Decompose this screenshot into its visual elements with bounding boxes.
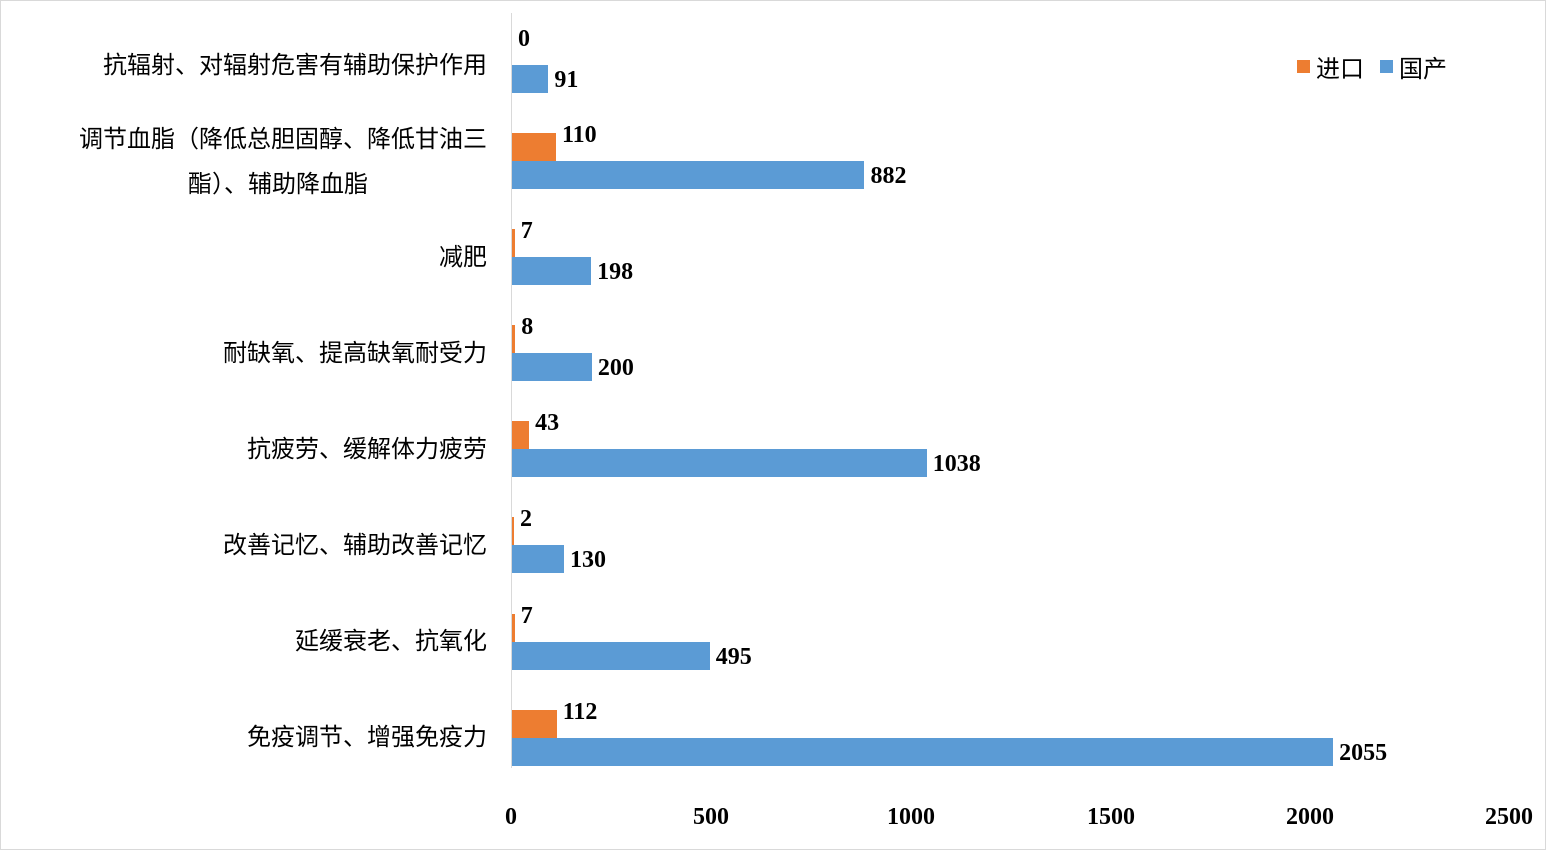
data-label-domestic: 91 (554, 67, 579, 93)
legend-item-domestic: 国产 (1380, 49, 1447, 84)
bar-domestic (512, 65, 549, 93)
x-tick-label: 2000 (1286, 804, 1334, 830)
bar-domestic (512, 642, 710, 670)
category-label: 耐缺氧、提高缺氧耐受力 (223, 339, 487, 367)
bar-domestic (512, 545, 564, 573)
bar-domestic (512, 161, 865, 189)
legend-item-import: 进口 (1297, 49, 1364, 84)
category-label: 减肥 (439, 243, 487, 271)
data-label-domestic: 2055 (1339, 740, 1388, 766)
data-label-domestic: 495 (715, 644, 752, 670)
bar-domestic (512, 257, 592, 285)
bar-import (512, 229, 515, 257)
legend-label: 国产 (1399, 55, 1447, 83)
category-label: 延缓衰老、抗氧化 (295, 627, 487, 655)
category-label: 免疫调节、增强免疫力 (247, 723, 487, 751)
data-label-import: 0 (518, 26, 530, 52)
data-label-domestic: 198 (597, 259, 634, 285)
x-tick-label: 0 (505, 804, 517, 830)
data-label-domestic: 200 (597, 355, 634, 381)
category-label: 改善记忆、辅助改善记忆 (223, 531, 487, 559)
category-label: 调节血脂（降低总胆固醇、降低甘油三 (79, 125, 487, 153)
domestic-swatch-icon (1380, 60, 1393, 73)
import-swatch-icon (1297, 60, 1310, 73)
bar-import (512, 325, 516, 353)
x-tick-label: 500 (693, 804, 729, 830)
data-label-domestic: 130 (569, 547, 606, 573)
data-label-import: 8 (521, 314, 534, 340)
data-label-import: 7 (520, 218, 533, 244)
data-label-import: 110 (561, 122, 597, 148)
legend-label: 进口 (1316, 55, 1364, 83)
x-tick-label: 1500 (1087, 804, 1135, 830)
category-axis-line (511, 13, 512, 768)
legend: 进口 国产 (1297, 49, 1463, 84)
bar-domestic (512, 353, 592, 381)
bar-import (512, 614, 515, 642)
category-label: 抗辐射、对辐射危害有辅助保护作用 (103, 51, 487, 79)
bar-import (512, 421, 530, 449)
data-label-import: 112 (562, 699, 598, 725)
data-label-domestic: 1038 (932, 451, 981, 477)
data-label-import: 43 (535, 410, 560, 436)
data-label-import: 2 (520, 506, 532, 532)
bar-domestic (512, 738, 1334, 766)
category-label: 抗疲劳、缓解体力疲劳 (247, 435, 487, 463)
bar-import (512, 133, 556, 161)
data-label-domestic: 882 (870, 163, 907, 189)
category-label: 酯）、辅助降血脂 (188, 170, 368, 198)
data-label-import: 7 (520, 603, 533, 629)
x-tick-label: 1000 (887, 804, 935, 830)
bar-domestic (512, 449, 927, 477)
x-tick-label: 2500 (1485, 804, 1533, 830)
bar-import (512, 517, 514, 545)
bar-import (512, 710, 557, 738)
